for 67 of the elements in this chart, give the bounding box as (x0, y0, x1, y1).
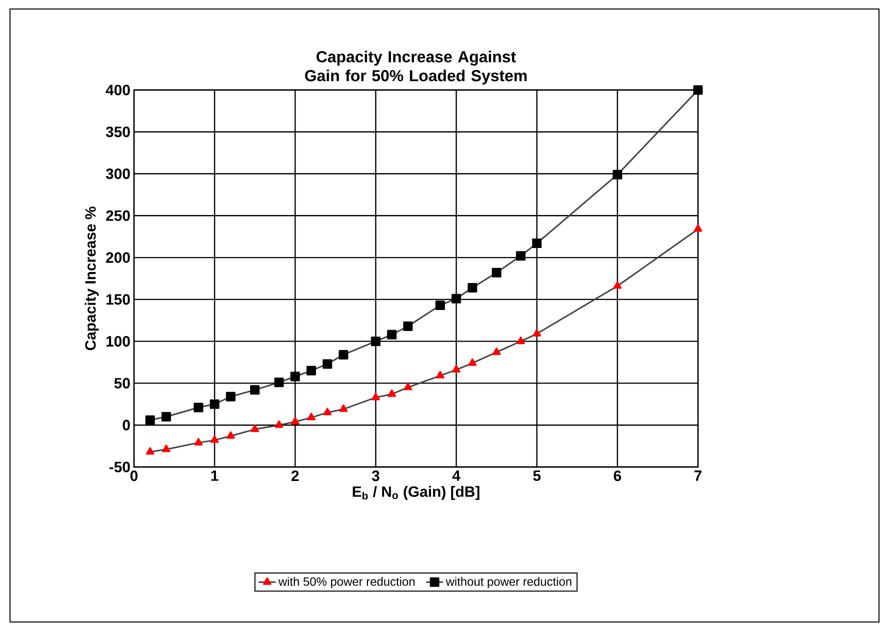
point (290, 417, 300, 424)
point (250, 385, 260, 395)
point (161, 412, 171, 422)
point (516, 336, 525, 344)
y-tick-label: 100 (106, 336, 130, 347)
point (532, 238, 542, 248)
point (387, 330, 397, 340)
x-axis-title: E$_{b}$ / N$_{o}$ (Gain) [dB] (352, 486, 480, 500)
point (404, 382, 412, 390)
y-tick-label: 400 (106, 84, 130, 96)
point (693, 85, 703, 95)
x-tick-label: 0 (130, 470, 138, 482)
point (226, 392, 236, 402)
y-tick-label: 0 (122, 420, 130, 430)
point (210, 435, 219, 443)
point (452, 365, 461, 373)
x-tick-label: 1 (211, 470, 218, 481)
point (194, 402, 204, 412)
x-tick-label: 2 (292, 470, 299, 481)
point (694, 224, 702, 232)
point (468, 358, 477, 366)
point (274, 420, 284, 428)
point (323, 408, 332, 416)
x-tick-label: 6 (614, 470, 622, 482)
point (370, 336, 380, 346)
point (250, 424, 260, 432)
point (492, 268, 502, 278)
point (388, 389, 396, 397)
point (194, 438, 203, 446)
y-tick-label: 50 (114, 378, 130, 388)
legend-label: with 50% power reduction (278, 577, 415, 588)
y-tick-label: 150 (106, 294, 130, 305)
x-tick-label: 3 (372, 470, 380, 482)
point (532, 329, 542, 337)
y-tick-label: -50 (109, 462, 130, 472)
y-tick-label: 250 (106, 210, 130, 221)
point (516, 251, 526, 261)
point (403, 321, 413, 331)
point (338, 350, 348, 360)
y-tick-label: 350 (106, 126, 130, 138)
point (290, 372, 300, 382)
y-tick-label: 300 (106, 168, 130, 180)
point (452, 294, 462, 304)
point (306, 366, 316, 376)
point (492, 347, 501, 355)
chart-title: Capacity Increase Against Gain for 50% Loaded System (305, 50, 527, 84)
point (162, 444, 170, 452)
point (612, 170, 622, 180)
point (274, 378, 284, 388)
point (145, 415, 155, 425)
y-axis-title: Capacity Increase % (84, 206, 99, 350)
y-tick-label: 200 (106, 252, 130, 263)
point (468, 282, 478, 292)
point (436, 370, 444, 378)
x-tick-label: 4 (452, 470, 460, 481)
x-tick-label: 7 (694, 470, 702, 481)
point (339, 404, 348, 412)
point (322, 359, 332, 369)
point (372, 392, 380, 400)
point (307, 412, 316, 420)
x-tick-label: 5 (533, 470, 541, 481)
point (226, 431, 235, 439)
point (146, 447, 154, 455)
point (613, 281, 622, 289)
point (435, 300, 445, 310)
legend-label: without power reduction (446, 577, 572, 588)
point (210, 399, 220, 409)
